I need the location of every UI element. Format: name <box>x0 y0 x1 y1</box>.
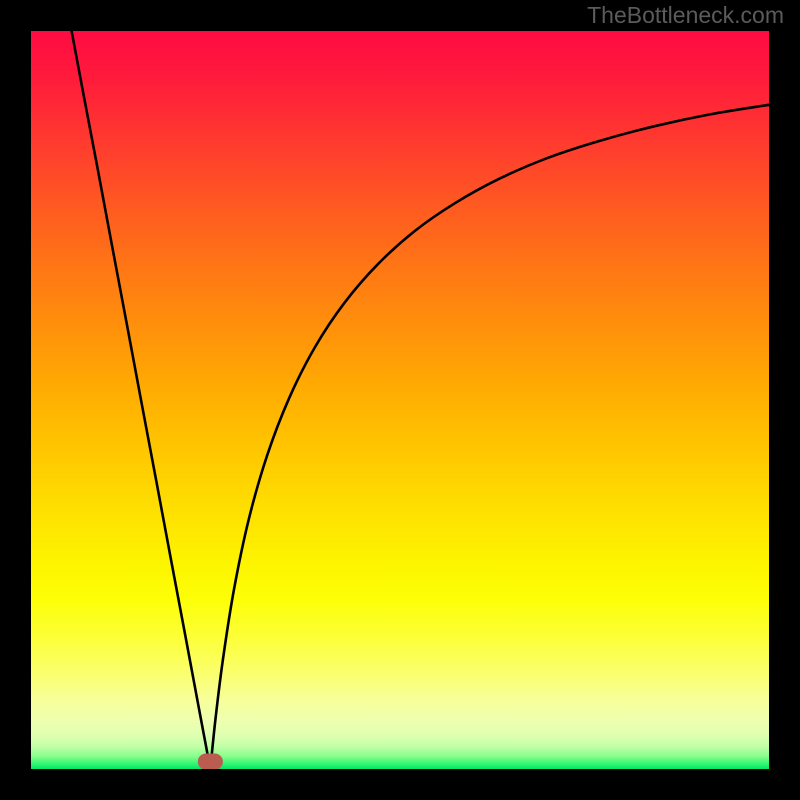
chart-frame: TheBottleneck.com <box>0 0 800 800</box>
optimal-marker <box>198 754 223 770</box>
chart-svg <box>31 31 769 769</box>
chart-plot-area <box>31 31 769 769</box>
watermark-text: TheBottleneck.com <box>587 2 784 29</box>
